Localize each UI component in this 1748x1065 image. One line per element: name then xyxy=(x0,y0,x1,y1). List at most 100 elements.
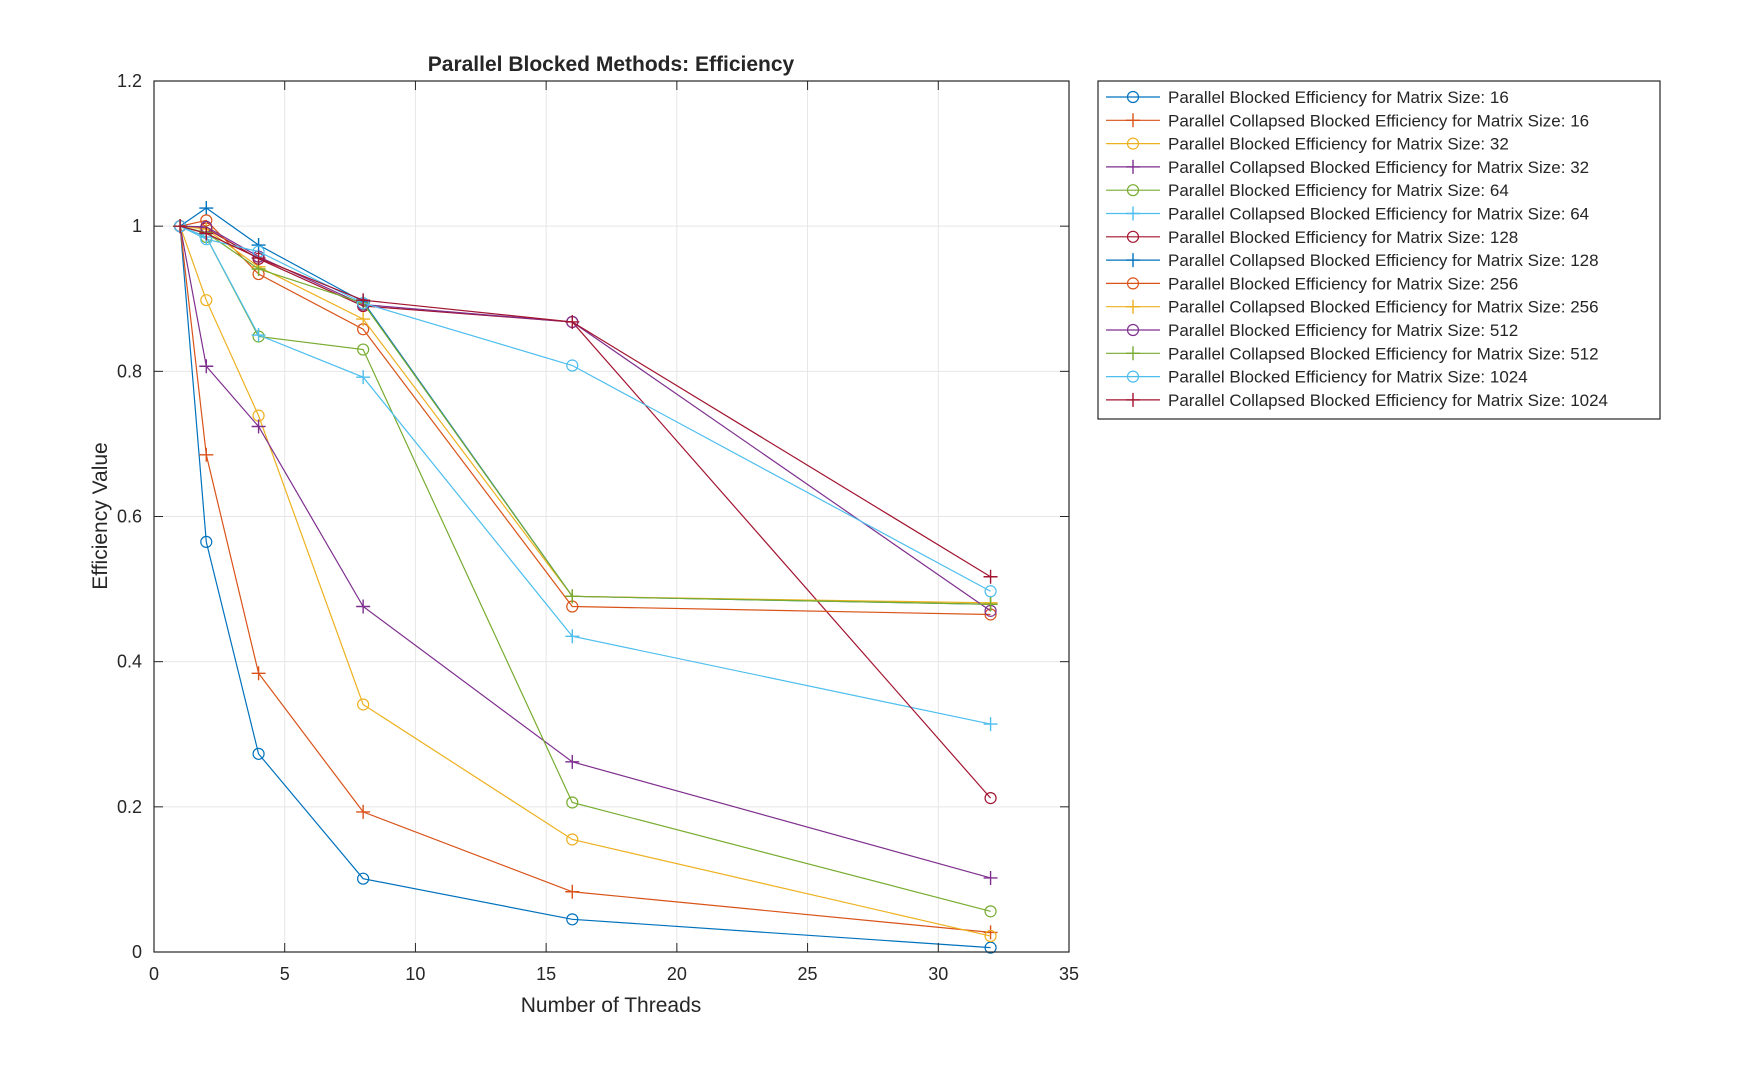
data-point-circle xyxy=(566,913,579,926)
legend-label: Parallel Collapsed Blocked Efficiency fo… xyxy=(1168,344,1599,363)
y-tick-label: 0 xyxy=(132,942,142,962)
data-point-plus xyxy=(983,597,998,612)
data-point-plus xyxy=(983,870,998,885)
data-point-plus xyxy=(1126,113,1140,128)
legend-entry: Parallel Collapsed Blocked Efficiency fo… xyxy=(1106,251,1599,270)
y-tick-label: 1.2 xyxy=(117,71,142,91)
legend-label: Parallel Blocked Efficiency for Matrix S… xyxy=(1168,228,1518,247)
y-axis-label: Efficiency Value xyxy=(89,442,112,589)
data-point-plus xyxy=(251,238,266,253)
data-point-circle xyxy=(984,929,997,943)
data-point-circle xyxy=(1126,277,1140,290)
legend-label: Parallel Collapsed Blocked Efficiency fo… xyxy=(1168,298,1599,317)
x-tick-label: 0 xyxy=(149,964,159,984)
x-tick-label: 30 xyxy=(928,964,948,984)
data-point-plus xyxy=(1126,346,1140,361)
legend-label: Parallel Blocked Efficiency for Matrix S… xyxy=(1168,135,1509,154)
series-line xyxy=(179,225,991,578)
x-tick-label: 20 xyxy=(667,964,687,984)
data-point-plus xyxy=(983,717,998,732)
legend-label: Parallel Collapsed Blocked Efficiency fo… xyxy=(1168,205,1589,224)
legend-entry: Parallel Blocked Efficiency for Matrix S… xyxy=(1106,181,1509,200)
y-tick-label: 0.6 xyxy=(117,507,142,527)
x-tick-label: 35 xyxy=(1059,964,1079,984)
data-point-circle xyxy=(1126,184,1140,197)
data-point-circle xyxy=(357,872,370,885)
data-point-plus xyxy=(565,314,580,329)
data-point-plus xyxy=(356,804,371,819)
data-point-circle xyxy=(566,359,579,372)
series-line xyxy=(179,225,991,937)
y-tick-label: 0.8 xyxy=(117,361,142,381)
legend-entry: Parallel Collapsed Blocked Efficiency fo… xyxy=(1106,298,1599,317)
data-point-plus xyxy=(356,293,371,308)
data-point-plus xyxy=(1126,206,1140,221)
data-point-plus xyxy=(199,359,214,374)
legend-entry: Parallel Blocked Efficiency for Matrix S… xyxy=(1106,274,1518,293)
series-line xyxy=(179,226,991,949)
legend-entry: Parallel Collapsed Blocked Efficiency fo… xyxy=(1106,391,1608,410)
chart-title: Parallel Blocked Methods: Efficiency xyxy=(428,53,795,76)
legend-label: Parallel Blocked Efficiency for Matrix S… xyxy=(1168,368,1528,387)
data-point-plus xyxy=(251,328,266,343)
data-point-plus xyxy=(1126,392,1140,407)
data-point-circle xyxy=(1126,90,1140,104)
series-layer xyxy=(173,201,998,954)
legend-label: Parallel Blocked Efficiency for Matrix S… xyxy=(1168,321,1518,340)
data-point-plus xyxy=(173,219,188,234)
data-point-circle xyxy=(984,941,997,954)
data-point-circle xyxy=(252,747,265,760)
series-line xyxy=(179,226,991,933)
series-line xyxy=(180,225,991,612)
data-point-plus xyxy=(1126,253,1140,268)
legend-entry: Parallel Collapsed Blocked Efficiency fo… xyxy=(1106,111,1589,130)
data-point-plus xyxy=(356,312,371,327)
x-tick-label: 5 xyxy=(280,964,290,984)
data-point-circle xyxy=(984,585,997,598)
data-point-circle xyxy=(984,905,997,918)
x-tick-label: 15 xyxy=(536,964,556,984)
y-tick-label: 0.2 xyxy=(117,797,142,817)
data-point-plus xyxy=(1126,299,1140,314)
x-axis-label: Number of Threads xyxy=(521,994,702,1017)
x-tick-label: 25 xyxy=(798,964,818,984)
legend-entry: Parallel Blocked Efficiency for Matrix S… xyxy=(1106,321,1518,340)
legend-box xyxy=(1097,80,1661,420)
data-point-circle xyxy=(566,833,579,846)
data-point-circle xyxy=(566,796,579,809)
legend-label: Parallel Collapsed Blocked Efficiency fo… xyxy=(1168,111,1589,130)
legend-label: Parallel Collapsed Blocked Efficiency fo… xyxy=(1168,391,1608,410)
data-point-plus xyxy=(565,589,580,604)
data-point-plus xyxy=(251,419,266,434)
series-14 xyxy=(173,219,998,584)
data-point-circle xyxy=(1126,323,1140,337)
data-point-plus xyxy=(1126,159,1140,174)
legend-entry: Parallel Blocked Efficiency for Matrix S… xyxy=(1106,368,1528,387)
data-point-plus xyxy=(356,370,371,385)
x-tick-label: 10 xyxy=(405,964,425,984)
series-line xyxy=(180,225,992,799)
y-tick-label: 1 xyxy=(132,216,142,236)
data-point-circle xyxy=(984,792,997,805)
ticks: 0 5 10 15 20 25 30 35 0 0.2 0.4 0.6 0.8 1 1.2 xyxy=(117,71,1079,984)
legend-entry: Parallel Blocked Efficiency for Matrix S… xyxy=(1106,88,1509,107)
y-tick-label: 0.4 xyxy=(117,652,142,672)
legend-entry: Parallel Blocked Efficiency for Matrix S… xyxy=(1106,228,1518,247)
data-point-plus xyxy=(199,447,214,462)
legend-label: Parallel Blocked Efficiency for Matrix S… xyxy=(1168,274,1518,293)
data-point-circle xyxy=(357,343,370,356)
legend-entry: Parallel Collapsed Blocked Efficiency fo… xyxy=(1106,158,1589,177)
legend-entry: Parallel Blocked Efficiency for Matrix S… xyxy=(1106,135,1509,154)
legend-label: Parallel Blocked Efficiency for Matrix S… xyxy=(1168,88,1509,107)
series-line xyxy=(180,219,991,616)
series-line xyxy=(179,225,991,592)
data-point-circle xyxy=(357,698,370,711)
legend-entry: Parallel Collapsed Blocked Efficiency fo… xyxy=(1106,344,1599,363)
data-point-plus xyxy=(356,599,371,614)
data-point-plus xyxy=(199,226,214,241)
data-point-plus xyxy=(199,201,214,216)
data-point-circle xyxy=(1126,370,1140,383)
legend: Parallel Blocked Efficiency for Matrix S… xyxy=(1097,80,1661,420)
